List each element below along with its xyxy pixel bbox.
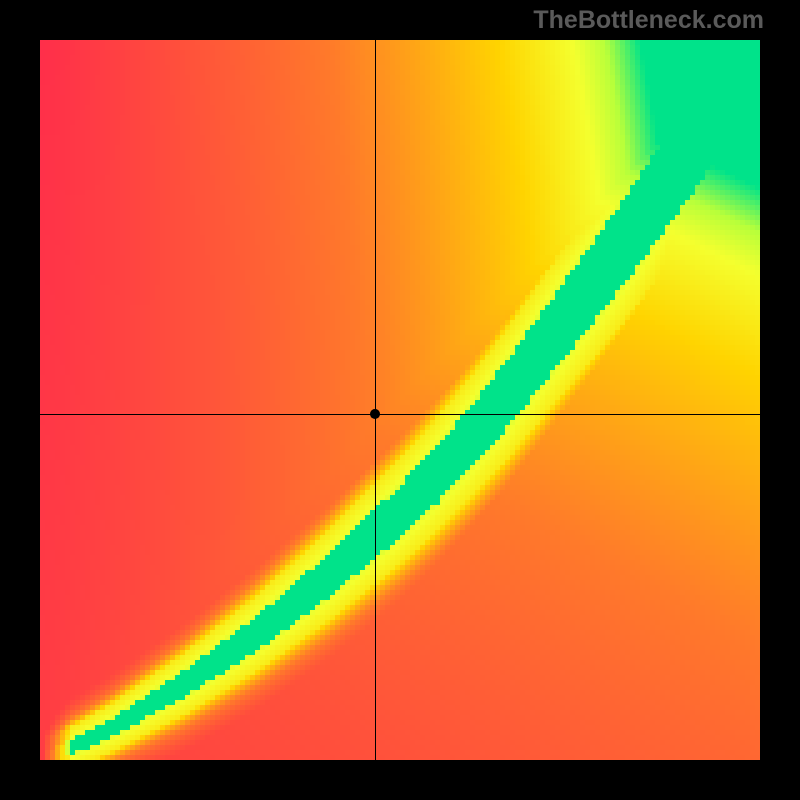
bottleneck-heatmap (40, 40, 760, 760)
watermark-text: TheBottleneck.com (533, 6, 764, 35)
